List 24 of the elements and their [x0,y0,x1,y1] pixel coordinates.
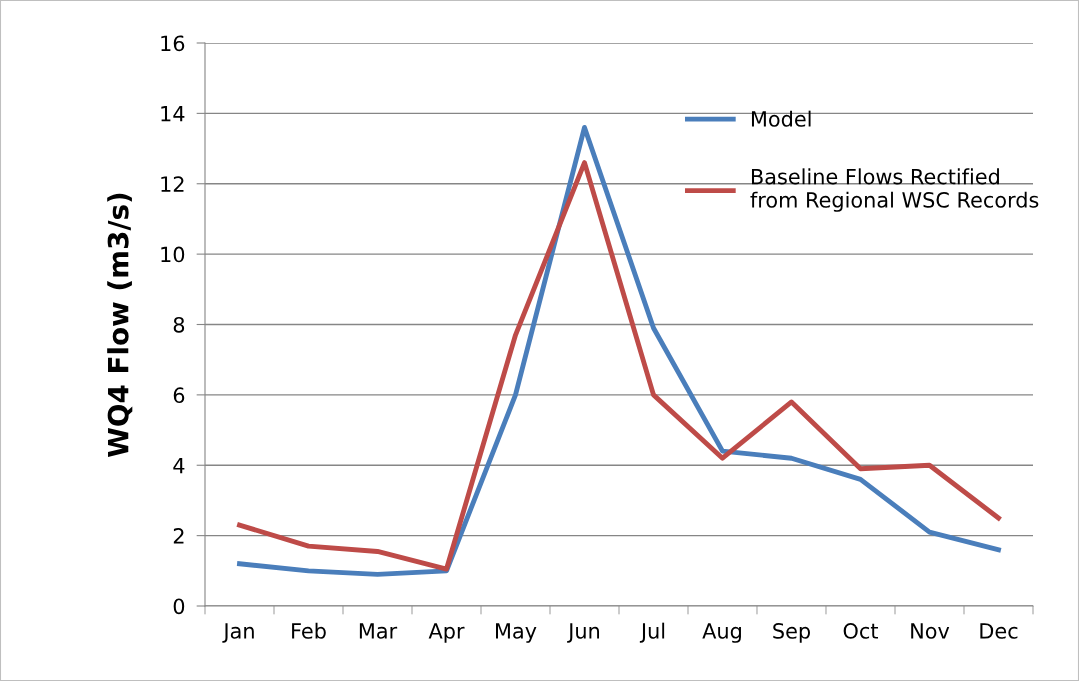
x-tick-label: Mar [359,623,398,639]
x-tick-label: May [496,623,537,643]
legend-label: Baseline Flows Rectified from Regional WSC Records [750,168,1039,212]
x-tick-label: Apr [428,623,465,643]
y-tick-label: 6 [173,387,185,404]
x-tick-label: Jul [639,622,665,643]
y-tick-label: 8 [173,316,185,333]
y-tick-label: 0 [173,598,185,615]
y-tick-label: 12 [161,176,184,192]
y-tick-label: 10 [161,246,185,263]
y-tick-label: 2 [173,528,184,544]
y-axis-title: WQ4 Flow (m3/s) [107,193,133,457]
x-tick-label: Feb [292,622,326,639]
x-tick-label: Jun [567,623,600,643]
y-tick-label: 4 [173,457,185,474]
y-tick-label: 14 [161,106,185,122]
y-tick-label: 16 [161,35,185,52]
x-tick-label: Aug [702,623,741,643]
x-tick-label: Nov [911,623,950,639]
x-tick-label: Jan [222,623,254,643]
x-tick-label: Sep [773,623,810,643]
legend-label: Model [751,110,811,127]
x-tick-label: Dec [980,623,1018,639]
x-tick-label: Oct [843,623,879,639]
